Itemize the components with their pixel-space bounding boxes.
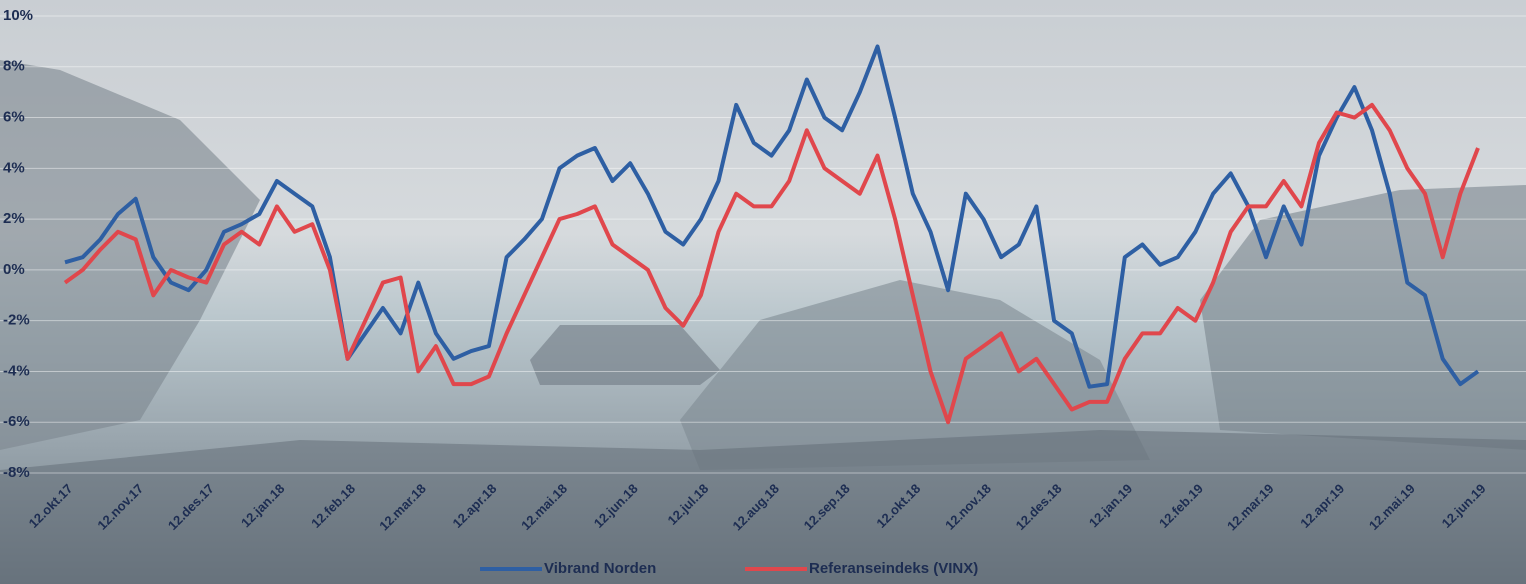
y-tick-label: 2% [3,210,25,227]
y-tick-label: 8% [3,58,25,75]
y-tick-label: -6% [3,413,30,430]
legend-label: Referanseindeks (VINX) [809,560,978,577]
series-line [64,44,1480,389]
rock [0,60,260,450]
y-tick-label: -8% [3,464,30,481]
y-tick-label: 0% [3,261,25,278]
y-tick-label: 6% [3,109,25,126]
legend-label: Vibrand Norden [544,560,656,577]
series-line [63,102,1480,425]
rock [680,280,1150,470]
y-tick-label: 10% [3,7,33,24]
shore [0,430,1526,584]
rock [530,325,720,385]
y-tick-label: 4% [3,159,25,176]
y-tick-label: -2% [3,312,30,329]
y-tick-label: -4% [3,362,30,379]
